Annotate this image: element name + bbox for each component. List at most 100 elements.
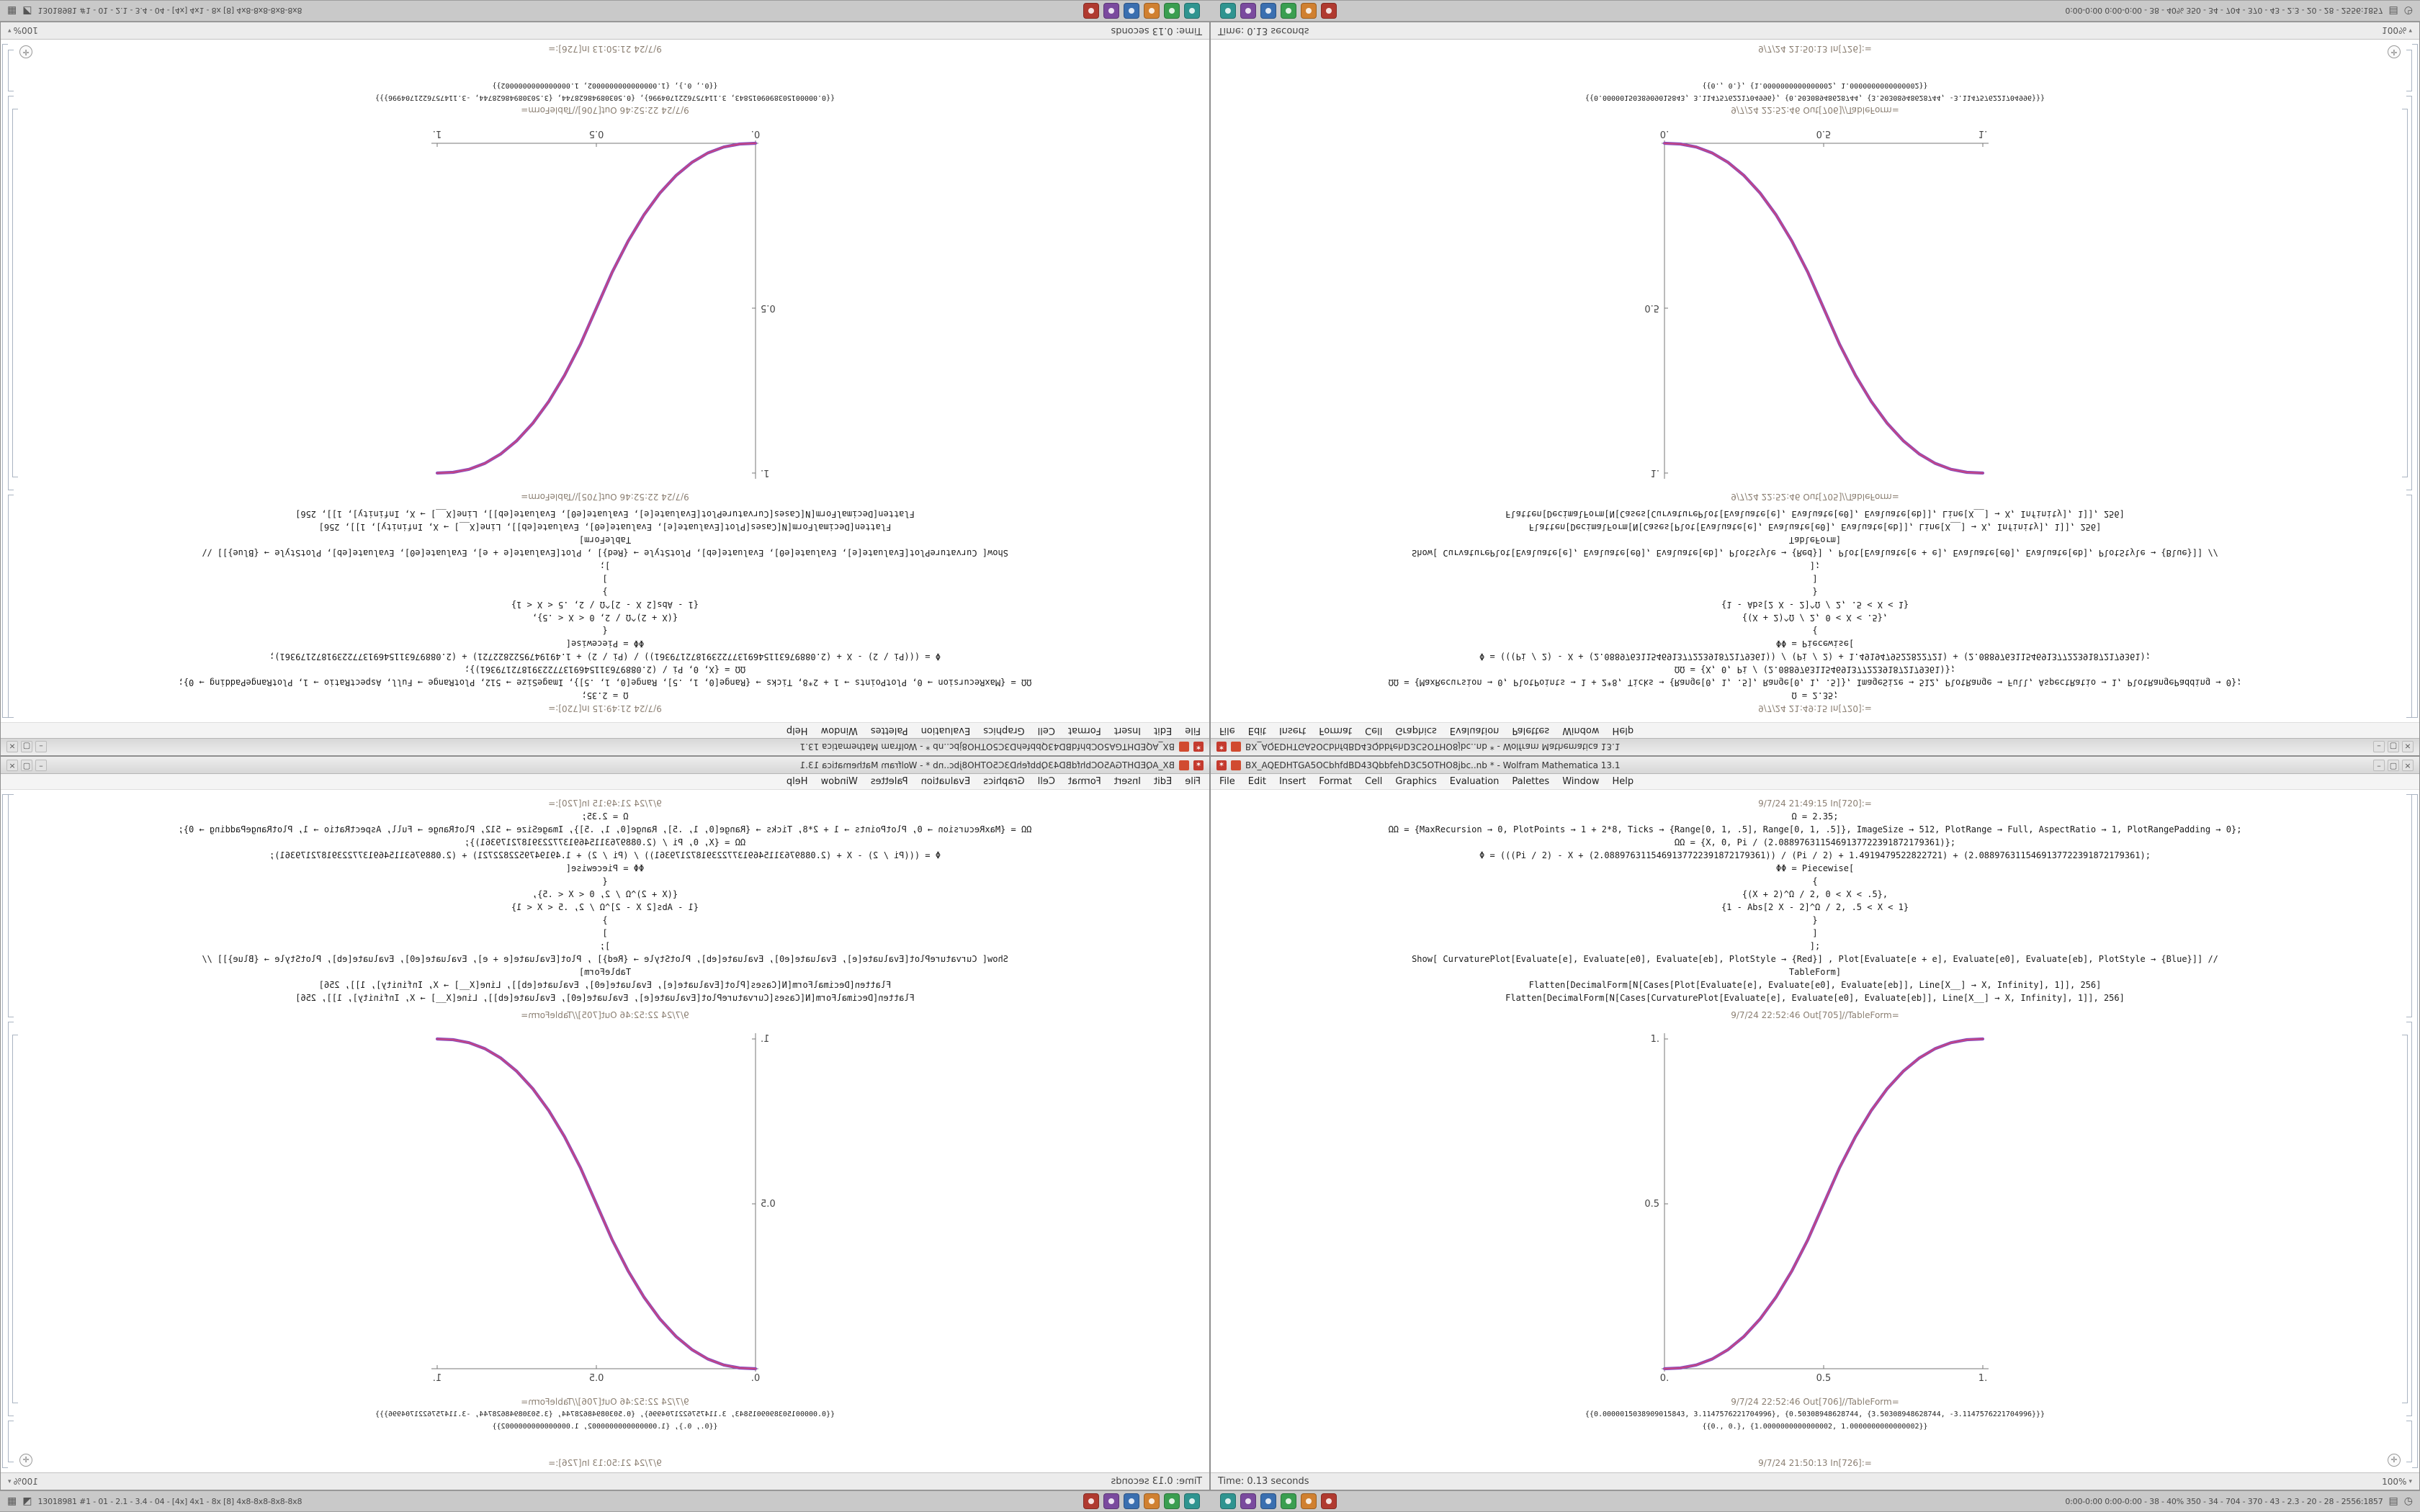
menu-cell[interactable]: Cell [1365,725,1383,736]
code-line[interactable]: Flatten[DecimalForm[N[Cases[CurvaturePlo… [295,993,915,1003]
menu-window[interactable]: Window [820,725,858,736]
code-line[interactable]: ΦΦ = Piecewise[ [1775,863,1855,873]
code-line[interactable]: } [1812,587,1818,597]
window-titlebar[interactable]: ✶ BX_AQEDHTGA5OCbhfdBD43QbbfehD3C5OTHO8j… [1211,757,2419,774]
menu-window[interactable]: Window [820,776,858,787]
code-line[interactable]: ΩΩ = {X, 0, Pi / (2.08897631154691377223… [1674,837,1956,847]
code-line[interactable]: Flatten[DecimalForm[N[Cases[CurvaturePlo… [1505,993,2125,1003]
code-line[interactable]: ΩΩ = {X, 0, Pi / (2.08897631154691377223… [1674,665,1956,675]
menu-palettes[interactable]: Palettes [1512,725,1550,736]
launcher-icon[interactable]: ◩ [22,5,32,17]
input-cell[interactable]: Ω = 2.35; ΩΩ = {MaxRecursion → 0, PlotPoi… [1389,508,2242,702]
code-line[interactable]: ] [1812,574,1818,584]
code-line[interactable]: {1 - Abs[2 X - 2]^Ω / 2, .5 < X < 1} [511,600,699,610]
code-line[interactable]: ΦΦ = Piecewise[ [1775,639,1855,649]
menu-edit[interactable]: Edit [1154,776,1173,787]
menu-palettes[interactable]: Palettes [870,776,908,787]
code-line[interactable]: ]; [1809,941,1821,951]
menu-file[interactable]: File [1185,725,1201,736]
code-line[interactable]: TableForm] [578,535,632,545]
menu-file[interactable]: File [1185,776,1201,787]
code-line[interactable]: ΩΩ = {MaxRecursion → 0, PlotPoints → 1 +… [1388,678,2242,688]
code-line[interactable]: Ω = 2.35; [1791,690,1839,701]
menu-graphics[interactable]: Graphics [1395,725,1437,736]
taskbar-app-icon[interactable] [1301,3,1317,19]
close-button[interactable]: × [2402,759,2414,771]
code-line[interactable]: } [602,587,608,597]
menu-cell[interactable]: Cell [1365,776,1383,787]
notebook-assistant-button[interactable]: ✛ [19,45,32,58]
taskbar-app-icon[interactable] [1260,1493,1276,1509]
code-line[interactable]: Flatten[DecimalForm[N[Cases[Plot[Evaluat… [318,980,892,990]
code-line[interactable]: Flatten[DecimalForm[N[Cases[CurvaturePlo… [1505,509,2125,519]
input-cell[interactable]: Ω = 2.35; ΩΩ = {MaxRecursion → 0, PlotPoi… [1389,810,2242,1004]
menu-file[interactable]: File [1219,776,1235,787]
taskbar-app-icon[interactable] [1144,1493,1160,1509]
code-line[interactable]: TableForm] [578,967,632,977]
menu-cell[interactable]: Cell [1037,725,1055,736]
taskbar-app-icon[interactable] [1220,1493,1236,1509]
code-line[interactable]: ] [1812,928,1818,938]
code-line[interactable]: ] [602,574,608,584]
menu-help[interactable]: Help [1612,725,1634,736]
network-icon[interactable]: ▤ [2388,5,2398,17]
menu-format[interactable]: Format [1319,776,1353,787]
menu-file[interactable]: File [1219,725,1235,736]
menu-format[interactable]: Format [1067,776,1101,787]
taskbar-app-icon[interactable] [1103,1493,1119,1509]
code-line[interactable]: ]; [1809,561,1821,571]
code-line[interactable]: Ω = 2.35; [581,811,629,822]
taskbar-app-icon[interactable] [1220,3,1236,19]
menu-help[interactable]: Help [786,776,808,787]
taskbar-app-icon[interactable] [1124,3,1139,19]
taskbar-app-icon[interactable] [1164,3,1180,19]
code-line[interactable]: Show[ CurvaturePlot[Evaluate[e], Evaluat… [1412,548,2218,558]
taskbar-app-icon[interactable] [1083,3,1099,19]
code-line[interactable]: {1 - Abs[2 X - 2]^Ω / 2, .5 < X < 1} [1721,902,1909,912]
menu-help[interactable]: Help [786,725,808,736]
minimize-button[interactable]: – [2373,741,2385,753]
code-line[interactable]: TableForm] [1788,967,1842,977]
maximize-button[interactable]: ▢ [21,759,32,771]
maximize-button[interactable]: ▢ [2388,759,2399,771]
code-line[interactable]: } [602,915,608,925]
menu-format[interactable]: Format [1319,725,1353,736]
code-line[interactable]: {(X + 2)^Ω / 2, 0 < X < .5}, [532,613,678,623]
code-line[interactable]: {(X + 2)^Ω / 2, 0 < X < .5}, [1742,889,1888,899]
taskbar-app-icon[interactable] [1164,1493,1180,1509]
magnification-dropdown[interactable]: 100% ▾ [2382,1477,2412,1487]
menu-edit[interactable]: Edit [1154,725,1173,736]
menu-evaluation[interactable]: Evaluation [920,725,971,736]
code-line[interactable]: Φ = (((Pi / 2) - X + (2.0889763115469137… [1479,850,2151,860]
notebook-assistant-button[interactable]: ✛ [2388,1454,2401,1467]
code-line[interactable]: { [602,626,608,636]
input-cell[interactable]: Ω = 2.35; ΩΩ = {MaxRecursion → 0, PlotPoi… [179,508,1032,702]
code-line[interactable]: { [1812,876,1818,886]
taskbar-app-icon[interactable] [1321,1493,1337,1509]
notebook-assistant-button[interactable]: ✛ [19,1454,32,1467]
code-line[interactable]: } [1812,915,1818,925]
menu-insert[interactable]: Insert [1113,776,1142,787]
menu-insert[interactable]: Insert [1278,776,1307,787]
taskbar-app-icon[interactable] [1240,1493,1256,1509]
maximize-button[interactable]: ▢ [2388,741,2399,753]
menu-evaluation[interactable]: Evaluation [920,776,971,787]
taskbar-app-icon[interactable] [1281,3,1296,19]
code-line[interactable]: ΦΦ = Piecewise[ [565,863,645,873]
menu-edit[interactable]: Edit [1247,725,1266,736]
minimize-button[interactable]: – [2373,759,2385,771]
code-line[interactable]: ΩΩ = {X, 0, Pi / (2.08897631154691377223… [464,665,746,675]
magnification-dropdown[interactable]: 100% ▾ [2382,26,2412,36]
code-line[interactable]: Flatten[DecimalForm[N[Cases[CurvaturePlo… [295,509,915,519]
code-line[interactable]: Show[ CurvaturePlot[Evaluate[e], Evaluat… [202,954,1008,964]
code-line[interactable]: Flatten[DecimalForm[N[Cases[Plot[Evaluat… [1528,980,2102,990]
menu-graphics[interactable]: Graphics [983,725,1025,736]
menu-window[interactable]: Window [1562,776,1600,787]
code-line[interactable]: { [602,876,608,886]
code-line[interactable]: Flatten[DecimalForm[N[Cases[Plot[Evaluat… [1528,522,2102,532]
close-button[interactable]: × [6,759,18,771]
code-line[interactable]: {1 - Abs[2 X - 2]^Ω / 2, .5 < X < 1} [511,902,699,912]
code-line[interactable]: ΩΩ = {MaxRecursion → 0, PlotPoints → 1 +… [178,678,1032,688]
taskbar-app-icon[interactable] [1240,3,1256,19]
menu-palettes[interactable]: Palettes [870,725,908,736]
